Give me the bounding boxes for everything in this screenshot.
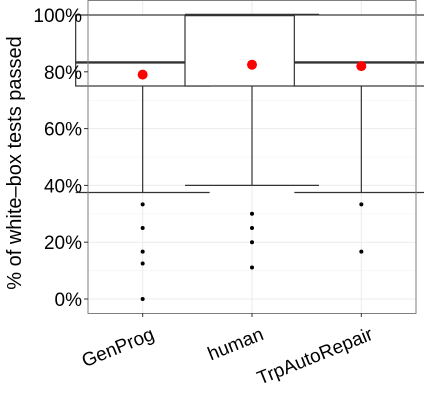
box-iqr xyxy=(293,14,424,87)
y-tick-label: 0% xyxy=(55,290,83,311)
outlier-point xyxy=(140,261,145,266)
x-tick-label: human xyxy=(205,324,267,365)
y-tick-label: 100% xyxy=(33,6,82,27)
mean-point xyxy=(137,69,148,80)
x-tick-label: TrpAutoRepair xyxy=(254,324,376,390)
boxes-layer xyxy=(75,13,424,194)
mean-point xyxy=(247,59,257,70)
outlier-point xyxy=(250,211,254,216)
outlier-point xyxy=(359,202,364,207)
outlier-point xyxy=(250,226,254,230)
outlier-point xyxy=(140,202,145,207)
outlier-point xyxy=(140,226,145,230)
y-axis-title: % of white–box tests passed xyxy=(4,36,26,289)
y-axis: 0% 20% 40% 60% 80% 100% xyxy=(33,6,88,311)
box-trpautorepair xyxy=(293,14,424,194)
y-tick-label: 20% xyxy=(44,233,82,254)
y-tick-label: 40% xyxy=(44,176,82,197)
y-tick-label: 80% xyxy=(44,63,82,84)
outlier-point xyxy=(250,265,254,270)
outlier-point xyxy=(359,249,364,254)
points-layer xyxy=(137,59,367,301)
outlier-point xyxy=(140,249,145,254)
outlier-point xyxy=(140,297,145,301)
mean-point xyxy=(356,61,367,72)
y-tick-label: 60% xyxy=(44,120,82,141)
x-tick-label: GenProg xyxy=(79,324,157,372)
outlier-point xyxy=(250,240,254,245)
